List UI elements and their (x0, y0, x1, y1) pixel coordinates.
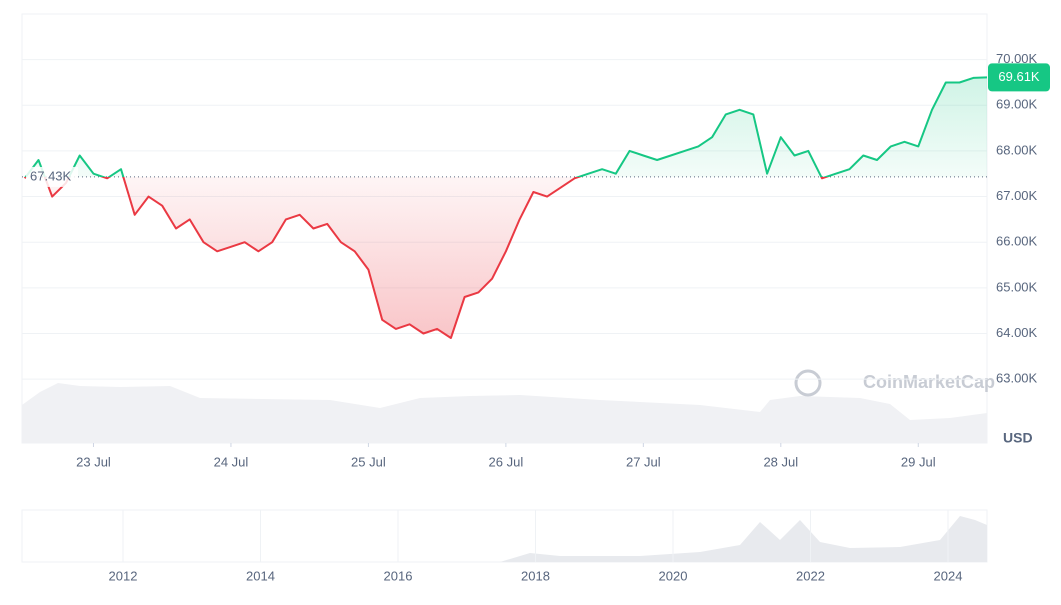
x-tick-label: 28 Jul (763, 454, 798, 469)
x-tick-label: 27 Jul (626, 454, 661, 469)
watermark-logo (794, 369, 822, 397)
last-price-badge (988, 63, 1050, 92)
x-tick-label: 24 Jul (214, 454, 249, 469)
y-tick-label: 68.00K (996, 142, 1038, 157)
navigator-label: 2012 (109, 568, 138, 583)
navigator-label: 2020 (659, 568, 688, 583)
x-tick-label: 26 Jul (489, 454, 524, 469)
navigator-label: 2014 (246, 568, 275, 583)
y-tick-label: 66.00K (996, 234, 1038, 249)
y-tick-label: 64.00K (996, 325, 1038, 340)
price-line (23, 76, 988, 339)
navigator-label: 2022 (796, 568, 825, 583)
baseline-label: 67.43K (30, 168, 72, 183)
watermark: CoinMarketCap (863, 372, 995, 392)
currency-label: USD (1003, 430, 1033, 446)
navigator-area (22, 516, 987, 562)
baseline-label-bg (26, 166, 78, 187)
x-tick-label: 23 Jul (76, 454, 111, 469)
x-tick-label: 29 Jul (901, 454, 936, 469)
navigator-label: 2018 (521, 568, 550, 583)
navigator-label: 2024 (934, 568, 963, 583)
price-area (24, 77, 987, 339)
y-tick-label: 63.00K (996, 371, 1038, 386)
x-tick-label: 25 Jul (351, 454, 386, 469)
y-tick-label: 67.00K (996, 188, 1038, 203)
last-price-label: 69.61K (998, 69, 1040, 84)
y-tick-label: 69.00K (996, 97, 1038, 112)
y-tick-label: 70.00K (996, 51, 1038, 66)
navigator-label: 2016 (384, 568, 413, 583)
volume-area (22, 383, 987, 443)
y-tick-label: 65.00K (996, 279, 1038, 294)
